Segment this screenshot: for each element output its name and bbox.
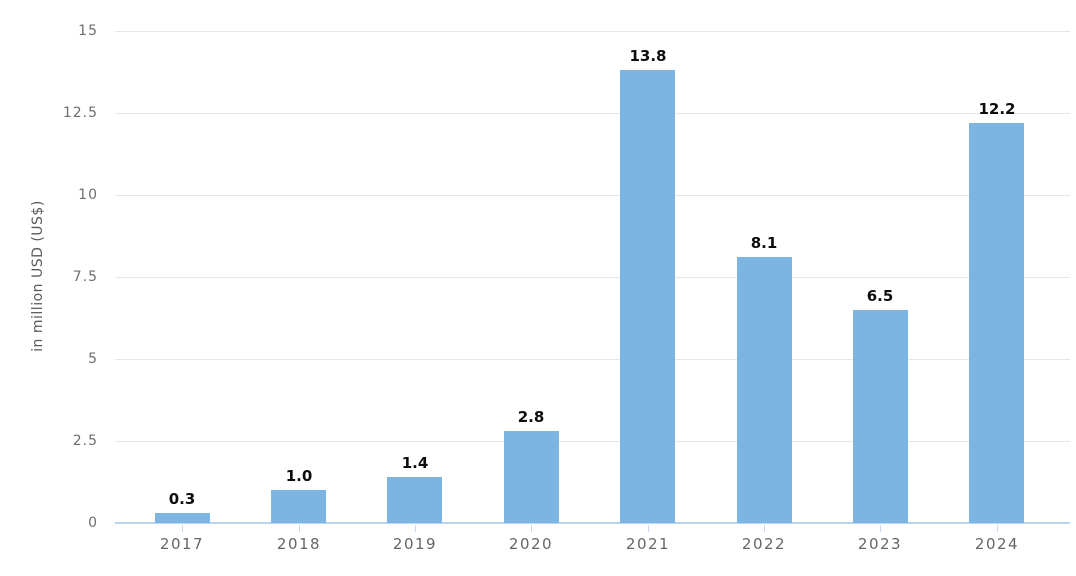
y-tick-5: 5 bbox=[88, 351, 98, 367]
x-axis-line bbox=[115, 522, 1070, 524]
value-label-2020: 2.8 bbox=[517, 408, 545, 426]
x-tick-mark-2024 bbox=[997, 525, 998, 532]
x-tick-mark-2020 bbox=[531, 525, 532, 532]
value-label-2017: 0.3 bbox=[168, 490, 196, 508]
bar-2017 bbox=[155, 513, 210, 523]
x-tick-mark-2019 bbox=[415, 525, 416, 532]
y-tick-12.5: 12.5 bbox=[62, 105, 98, 121]
x-tick-mark-2022 bbox=[764, 525, 765, 532]
bar-2020 bbox=[504, 431, 559, 523]
gridline-10 bbox=[115, 195, 1070, 196]
value-label-2022: 8.1 bbox=[750, 234, 778, 252]
x-tick-2017: 2017 bbox=[159, 535, 205, 553]
value-label-2024: 12.2 bbox=[978, 100, 1016, 118]
x-tick-2022: 2022 bbox=[741, 535, 787, 553]
gridline-2.5 bbox=[115, 441, 1070, 442]
value-label-2021: 13.8 bbox=[629, 47, 667, 65]
x-tick-mark-2021 bbox=[648, 525, 649, 532]
value-label-2018: 1.0 bbox=[285, 467, 313, 485]
x-tick-2021: 2021 bbox=[625, 535, 671, 553]
bar-2021 bbox=[620, 70, 675, 523]
value-label-2023: 6.5 bbox=[866, 287, 894, 305]
gridline-5 bbox=[115, 359, 1070, 360]
bar-2023 bbox=[853, 310, 908, 523]
x-tick-mark-2018 bbox=[299, 525, 300, 532]
x-tick-mark-2017 bbox=[182, 525, 183, 532]
y-tick-0: 0 bbox=[88, 515, 98, 531]
y-tick-2.5: 2.5 bbox=[72, 433, 98, 449]
y-tick-10: 10 bbox=[78, 187, 98, 203]
value-label-2019: 1.4 bbox=[401, 454, 429, 472]
x-tick-2020: 2020 bbox=[508, 535, 554, 553]
bar-2024 bbox=[969, 123, 1024, 523]
y-tick-15: 15 bbox=[78, 23, 98, 39]
x-tick-2023: 2023 bbox=[857, 535, 903, 553]
x-tick-2019: 2019 bbox=[392, 535, 438, 553]
x-tick-2024: 2024 bbox=[974, 535, 1020, 553]
gridline-15 bbox=[115, 31, 1070, 32]
y-tick-7.5: 7.5 bbox=[72, 269, 98, 285]
bar-2022 bbox=[737, 257, 792, 523]
bar-2019 bbox=[387, 477, 442, 523]
gridline-7.5 bbox=[115, 277, 1070, 278]
bar-2018 bbox=[271, 490, 326, 523]
x-tick-mark-2023 bbox=[880, 525, 881, 532]
x-tick-2018: 2018 bbox=[276, 535, 322, 553]
gridline-12.5 bbox=[115, 113, 1070, 114]
